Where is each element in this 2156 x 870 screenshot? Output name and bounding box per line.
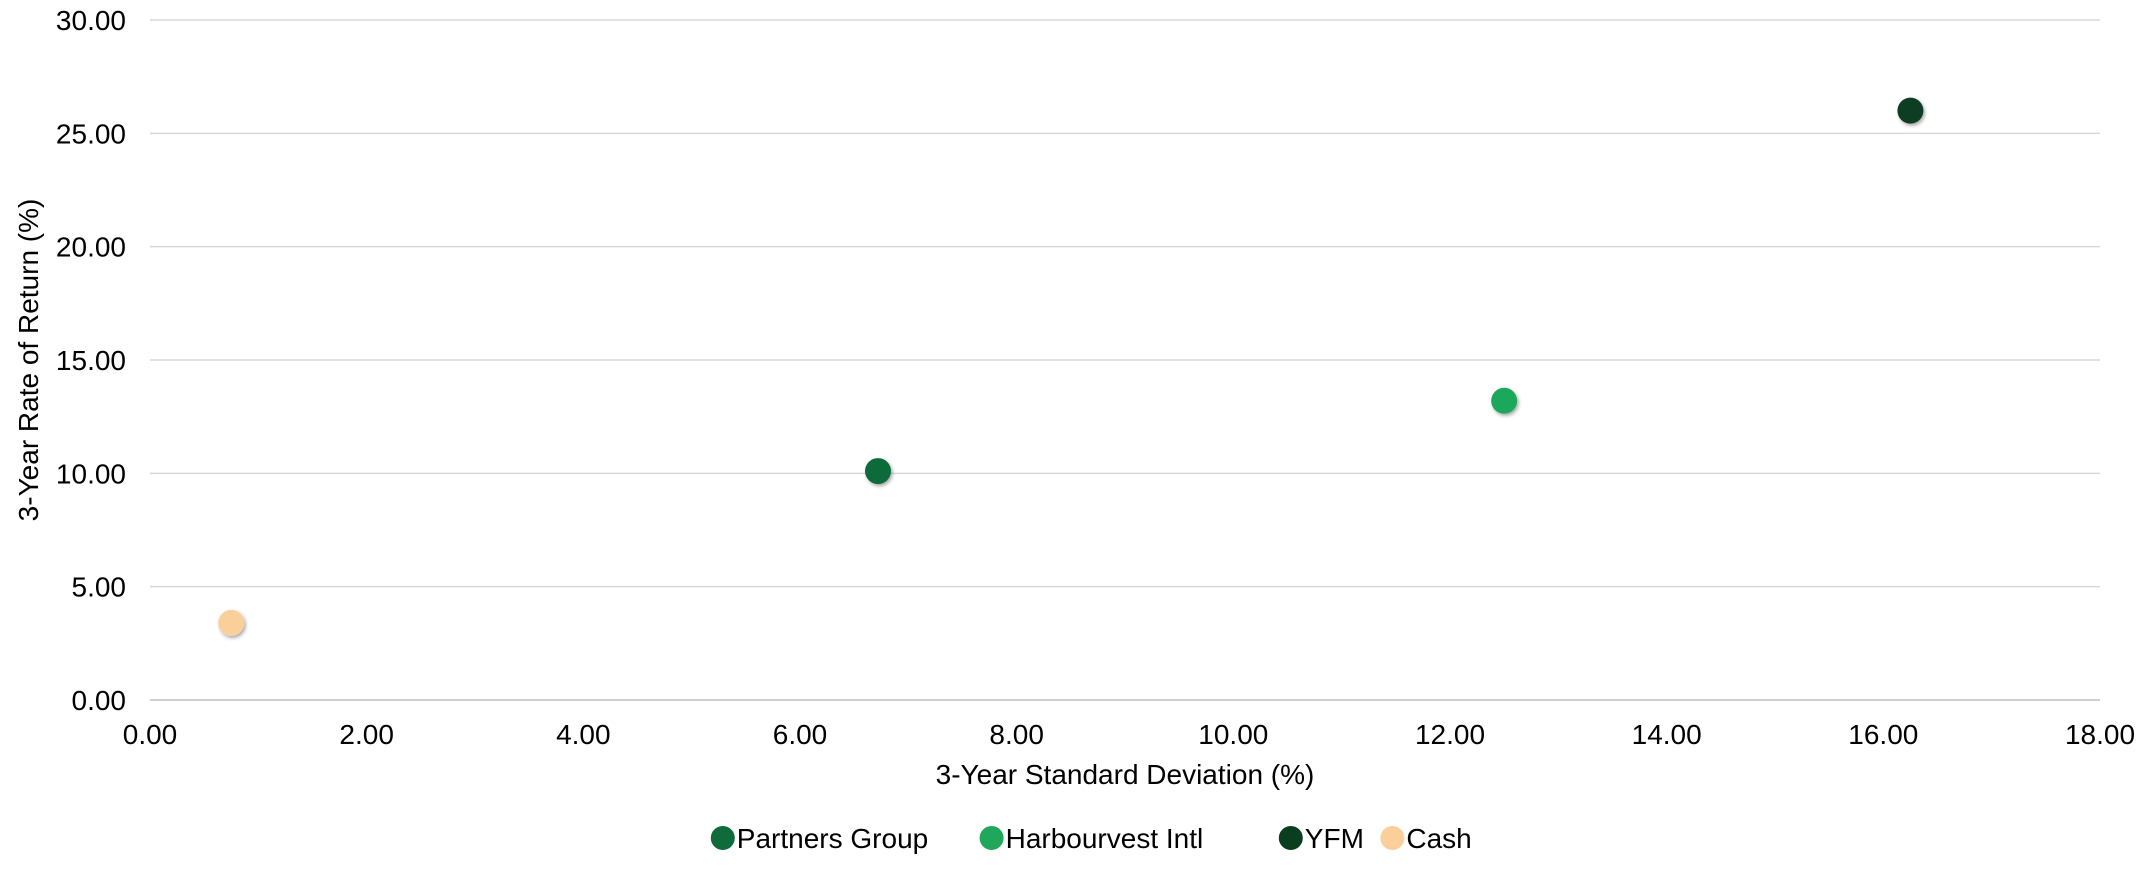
x-tick-label: 10.00 — [1198, 719, 1268, 750]
x-axis-ticks: 0.00 2.00 4.00 6.00 8.00 10.00 12.00 14.00 16.00… — [123, 719, 2135, 750]
x-tick-label: 0.00 — [123, 719, 178, 750]
x-tick-label: 16.00 — [1848, 719, 1918, 750]
legend-item: Cash — [1380, 823, 1472, 854]
legend-marker — [979, 826, 1004, 850]
x-tick-label: 14.00 — [1632, 719, 1702, 750]
x-tick-label: 8.00 — [989, 719, 1044, 750]
legend-item: YFM — [1278, 823, 1364, 854]
y-tick-label: 25.00 — [56, 118, 126, 149]
y-tick-label: 30.00 — [56, 5, 126, 36]
x-tick-label: 6.00 — [773, 719, 828, 750]
data-point-harbourvest-intl — [1491, 387, 1518, 414]
legend-label: Cash — [1406, 823, 1471, 854]
y-tick-label: 20.00 — [56, 232, 126, 263]
legend-item: Partners Group — [710, 823, 928, 854]
x-tick-label: 18.00 — [2065, 719, 2135, 750]
legend-marker — [710, 826, 735, 850]
legend-label: Harbourvest Intl — [1006, 823, 1204, 854]
data-point-partners-group — [865, 458, 891, 485]
y-tick-label: 5.00 — [72, 572, 127, 603]
y-tick-label: 10.00 — [56, 458, 126, 489]
legend-label: Partners Group — [737, 823, 928, 854]
legend: Partners Group Harbourvest Intl YFM Cash — [710, 823, 1472, 854]
x-tick-label: 2.00 — [339, 719, 394, 750]
y-tick-label: 0.00 — [72, 685, 127, 716]
gridlines — [150, 19, 2100, 588]
legend-item: Harbourvest Intl — [979, 823, 1204, 854]
y-axis-ticks: 0.00 5.00 10.00 15.00 20.00 25.00 30.00 — [56, 5, 126, 716]
legend-marker — [1380, 826, 1405, 850]
data-points — [218, 97, 1924, 636]
x-axis-title: 3-Year Standard Deviation (%) — [936, 759, 1315, 790]
legend-label: YFM — [1305, 823, 1364, 854]
legend-marker — [1278, 826, 1303, 850]
x-tick-label: 12.00 — [1415, 719, 1485, 750]
x-tick-label: 4.00 — [556, 719, 611, 750]
data-point-yfm — [1897, 97, 1924, 124]
y-tick-label: 15.00 — [56, 345, 126, 376]
y-axis-title: 3-Year Rate of Return (%) — [13, 199, 44, 522]
data-point-cash — [218, 609, 245, 636]
